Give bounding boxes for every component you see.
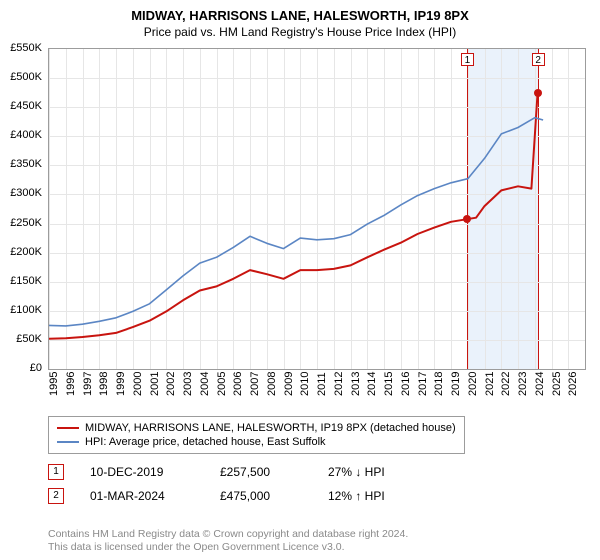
legend-swatch-icon: [57, 441, 79, 443]
footer-line: This data is licensed under the Open Gov…: [48, 541, 408, 554]
legend-row: HPI: Average price, detached house, East…: [57, 435, 456, 449]
line-svg: [49, 49, 585, 369]
chart-title: MIDWAY, HARRISONS LANE, HALESWORTH, IP19…: [0, 0, 600, 23]
marker-dot-1: [463, 215, 471, 223]
record-pct: 27% ↓ HPI: [328, 465, 448, 479]
y-axis-labels: £0£50K£100K£150K£200K£250K£300K£350K£400…: [0, 48, 44, 368]
chart-container: MIDWAY, HARRISONS LANE, HALESWORTH, IP19…: [0, 0, 600, 560]
record-date: 01-MAR-2024: [90, 489, 220, 503]
marker-box-2: 2: [532, 53, 545, 66]
record-price: £475,000: [220, 489, 328, 503]
record-pct: 12% ↑ HPI: [328, 489, 448, 503]
records-table: 1 10-DEC-2019 £257,500 27% ↓ HPI 2 01-MA…: [48, 464, 448, 512]
plot-area: 1 2: [48, 48, 586, 370]
legend-row: MIDWAY, HARRISONS LANE, HALESWORTH, IP19…: [57, 421, 456, 435]
footer-attribution: Contains HM Land Registry data © Crown c…: [48, 528, 408, 554]
chart-subtitle: Price paid vs. HM Land Registry's House …: [0, 23, 600, 39]
legend-label: MIDWAY, HARRISONS LANE, HALESWORTH, IP19…: [85, 422, 456, 434]
record-price: £257,500: [220, 465, 328, 479]
legend-label: HPI: Average price, detached house, East…: [85, 436, 326, 448]
record-marker: 1: [48, 464, 64, 480]
record-row: 1 10-DEC-2019 £257,500 27% ↓ HPI: [48, 464, 448, 480]
record-date: 10-DEC-2019: [90, 465, 220, 479]
record-row: 2 01-MAR-2024 £475,000 12% ↑ HPI: [48, 488, 448, 504]
legend-swatch-icon: [57, 427, 79, 429]
x-axis-labels: 1995199619971998199920002001200220032004…: [48, 370, 584, 410]
legend: MIDWAY, HARRISONS LANE, HALESWORTH, IP19…: [48, 416, 465, 454]
footer-line: Contains HM Land Registry data © Crown c…: [48, 528, 408, 541]
marker-box-1: 1: [461, 53, 474, 66]
marker-dot-2: [534, 89, 542, 97]
record-marker: 2: [48, 488, 64, 504]
